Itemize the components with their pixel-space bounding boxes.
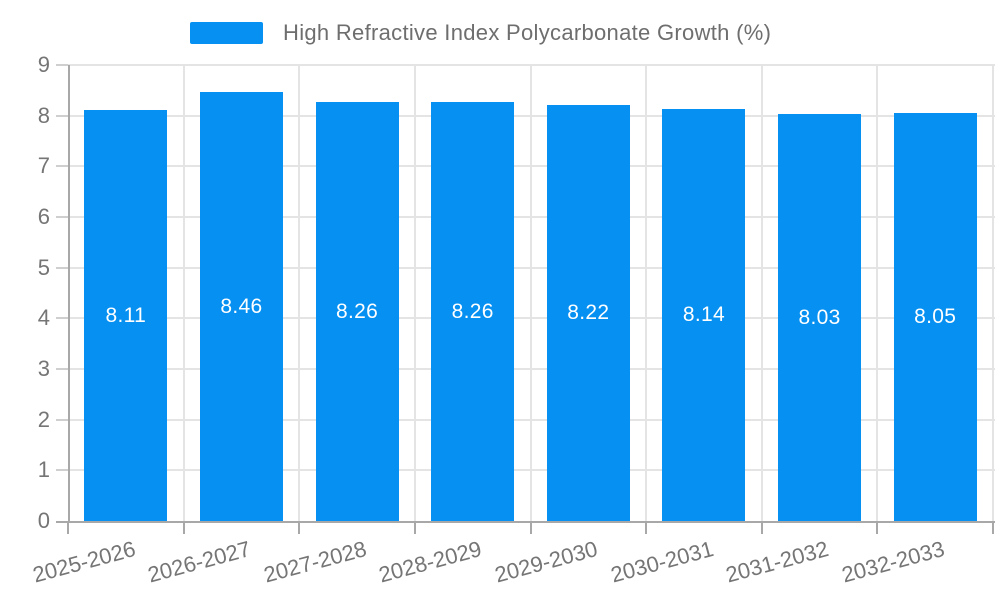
gridline-vertical: [645, 65, 648, 521]
y-axis-tick: [56, 216, 68, 218]
y-axis-tick: [56, 165, 68, 168]
gridline-horizontal: [68, 418, 995, 421]
bar[interactable]: 8.26: [431, 102, 515, 521]
y-axis-zero-tick: [56, 521, 68, 523]
x-tick-label: 2032-2033: [839, 536, 948, 588]
y-tick-label: 0: [37, 508, 50, 533]
x-axis-tick: [298, 523, 301, 534]
y-tick-label: 3: [37, 356, 50, 381]
y-tick-label: 8: [37, 102, 50, 128]
bar[interactable]: 8.46: [199, 92, 283, 521]
gridline-horizontal: [68, 64, 995, 66]
gridline-horizontal: [68, 114, 995, 117]
bar-value-label: 8.03: [798, 305, 841, 329]
bar[interactable]: 8.05: [893, 113, 977, 521]
x-tick-label: 2025-2026: [29, 536, 138, 588]
x-axis-tick: [67, 523, 69, 534]
x-axis-tick: [876, 523, 879, 534]
y-axis-tick: [56, 317, 68, 320]
y-tick-label: 5: [37, 254, 50, 280]
bar[interactable]: 8.26: [315, 102, 399, 521]
gridline-horizontal: [68, 368, 995, 370]
gridline-horizontal: [68, 317, 995, 320]
gridline-vertical: [876, 65, 879, 521]
gridline-horizontal: [68, 469, 995, 472]
bar-value-label: 8.11: [105, 303, 147, 327]
gridline-vertical: [529, 65, 532, 521]
x-axis-tick: [529, 523, 532, 534]
x-tick-label: 2028-2029: [376, 536, 485, 588]
bar[interactable]: 8.03: [778, 114, 862, 521]
y-tick-label: 9: [37, 52, 50, 77]
bar[interactable]: 8.14: [662, 108, 746, 521]
y-tick-label: 6: [37, 204, 50, 229]
y-axis-tick: [56, 469, 68, 472]
legend-item[interactable]: High Refractive Index Polycarbonate Grow…: [190, 20, 771, 46]
x-tick-label: 2031-2032: [723, 536, 832, 588]
gridline-vertical: [413, 65, 416, 521]
legend-swatch: [190, 22, 263, 44]
y-tick-label: 4: [37, 305, 50, 331]
x-axis-tick: [182, 523, 185, 534]
gridline-vertical: [992, 65, 994, 521]
gridline-vertical: [182, 65, 185, 521]
bar[interactable]: 8.11: [84, 110, 168, 521]
y-axis-tick: [56, 114, 68, 117]
x-axis-tick: [992, 523, 994, 534]
bar-value-label: 8.46: [220, 294, 263, 318]
gridline-horizontal: [68, 266, 995, 269]
bar-value-label: 8.26: [451, 299, 494, 323]
x-tick-label: 2030-2031: [607, 536, 716, 588]
bar-value-label: 8.26: [336, 299, 379, 323]
gridline-horizontal: [68, 216, 995, 218]
bar-value-label: 8.05: [914, 305, 957, 329]
y-axis-line: [68, 65, 70, 521]
x-tick-label: 2029-2030: [492, 536, 601, 588]
y-tick-label: 2: [37, 406, 50, 432]
y-axis-tick: [56, 418, 68, 421]
y-axis-tick: [56, 368, 68, 370]
gridline-horizontal: [68, 165, 995, 168]
x-axis-tick: [413, 523, 416, 534]
y-axis-tick: [56, 64, 68, 66]
x-axis-line: [68, 521, 995, 523]
y-axis-tick: [56, 266, 68, 269]
y-tick-label: 1: [37, 457, 50, 483]
bar[interactable]: 8.22: [546, 104, 630, 521]
gridline-vertical: [760, 65, 763, 521]
gridline-vertical: [298, 65, 301, 521]
bar-value-label: 8.22: [567, 300, 610, 324]
x-axis-tick: [645, 523, 648, 534]
x-tick-label: 2026-2027: [145, 536, 254, 588]
x-axis-tick: [760, 523, 763, 534]
x-tick-label: 2027-2028: [260, 536, 370, 588]
y-tick-label: 7: [37, 153, 50, 179]
bar-value-label: 8.14: [682, 302, 725, 326]
legend-label: High Refractive Index Polycarbonate Grow…: [283, 20, 772, 45]
